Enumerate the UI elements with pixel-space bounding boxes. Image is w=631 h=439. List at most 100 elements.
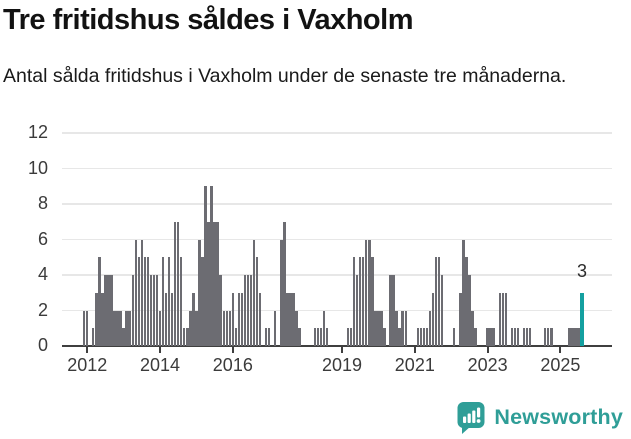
x-axis-tick-label: 2016 [212,355,253,375]
bar [216,221,219,346]
bar [128,310,131,346]
bar [319,328,322,346]
bar [416,328,420,346]
y-axis-tick-label: 4 [37,264,48,284]
highlighted-bar [579,292,584,346]
y-axis-tick-label: 8 [37,193,48,213]
bar [398,328,401,346]
bar [225,310,228,346]
bar [465,257,468,346]
y-gridline [62,238,612,241]
bar [513,328,517,346]
bar [222,310,225,346]
bar [286,292,289,346]
bar [274,310,277,346]
bar [252,239,256,346]
bar [116,310,119,346]
bar [322,310,326,346]
bar [459,292,462,346]
x-axis-tick [159,347,162,353]
x-axis-tick [86,347,89,353]
bar [419,328,423,346]
bar [453,328,456,346]
bar [170,292,174,346]
bar [516,328,520,346]
bar [195,310,198,346]
newsworthy-logo-icon [457,401,485,434]
x-axis-tick-label: 2021 [394,355,435,375]
bar [355,275,359,346]
bar [234,328,238,346]
bar [401,310,404,346]
highlight-value-label: 3 [576,261,587,281]
chart-subtitle: Antal sålda fritidshus i Vaxholm under d… [3,65,567,87]
bar [292,292,295,346]
bar [568,328,571,346]
bar [522,328,526,346]
bar [137,257,140,346]
y-axis-tick-label: 10 [27,157,48,178]
y-gridline [62,309,612,312]
bar [186,328,189,346]
bar [528,328,532,346]
bar [471,310,474,346]
bar [492,328,495,346]
bar [204,186,207,346]
bar [183,328,186,346]
bar [489,328,492,346]
bar [346,328,350,346]
bar [255,257,259,346]
bar [571,328,574,346]
bar [125,310,128,346]
bar [167,257,171,346]
y-axis-tick-label: 0 [37,335,48,355]
bar [140,239,144,346]
bar [498,292,501,346]
x-axis-tick-label: 2019 [321,355,363,375]
y-gridline [62,132,612,134]
bar [107,275,110,346]
x-axis-tick [413,347,416,353]
x-axis-tick [559,347,562,353]
bar [289,292,292,346]
bar [389,275,392,346]
bar [374,310,377,346]
bar [173,221,177,346]
bar [352,257,356,346]
bar [228,310,231,346]
bar [201,257,204,346]
newsworthy-branding: Newsworthy [456,400,623,434]
newsworthy-logo-text: Newsworthy [494,404,623,429]
bar-chart-plot-area: 0 2 4 6 8 10 12 2012 2014 2016 2019 2021 2023 2025 [27,122,612,375]
bar [313,328,316,346]
bar [380,310,383,346]
y-axis-tick-label: 12 [27,122,48,142]
bar [316,328,319,346]
bar [428,310,432,346]
x-axis-tick [231,347,234,353]
bar [440,275,444,346]
x-axis-tick-label: 2023 [467,355,508,375]
bar [161,257,165,346]
bar [268,328,271,346]
bar [83,310,86,346]
x-axis-tick-label: 2014 [140,355,181,375]
y-axis-tick-label: 2 [37,299,48,320]
bar [86,310,89,346]
bar [219,275,222,346]
bar [104,275,107,346]
bar [210,186,213,346]
bar [486,328,489,346]
bar [280,239,283,346]
bar [213,221,216,346]
x-axis-tick-label: 2025 [540,355,581,375]
bar [359,257,362,346]
bar [368,239,371,346]
bar [149,275,153,346]
bar [246,275,250,346]
bar [95,292,98,346]
y-gridline [62,274,612,276]
bar [207,221,210,346]
bar [425,328,429,346]
